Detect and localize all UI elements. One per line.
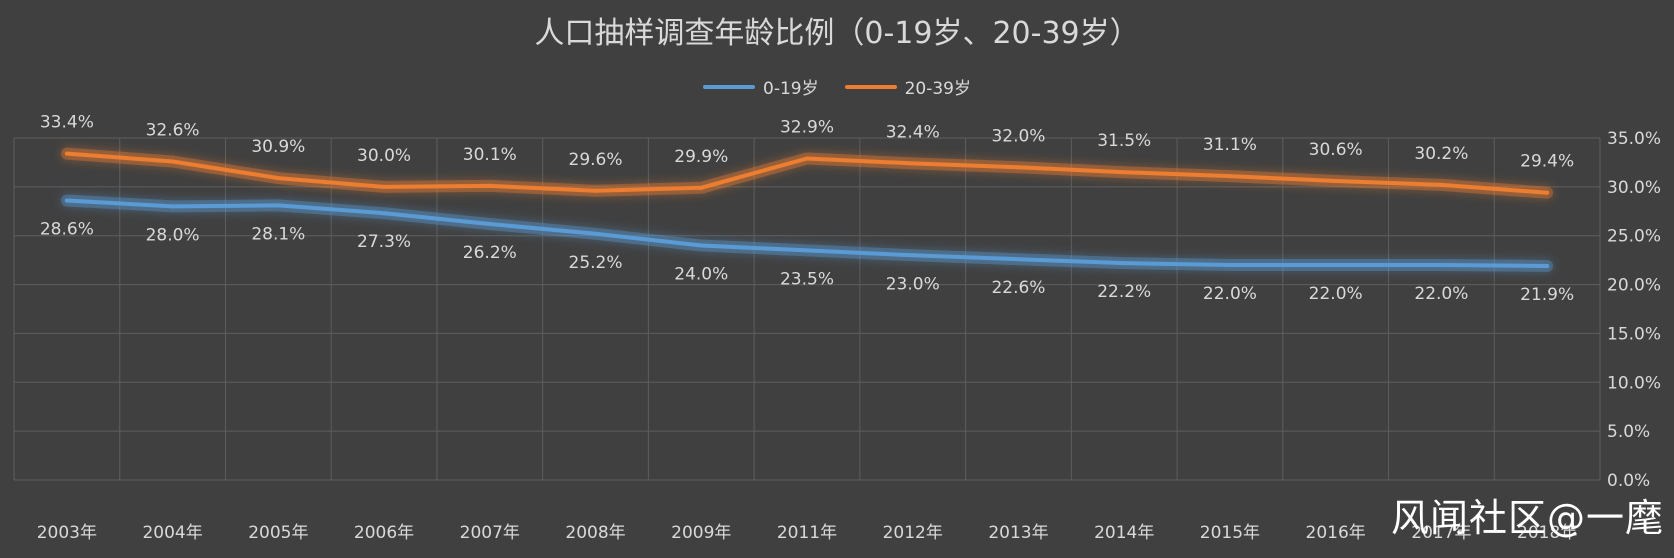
legend-swatch-series-1 bbox=[703, 84, 755, 89]
data-label-series-1: 28.1% bbox=[251, 224, 305, 244]
data-label-series-1: 21.9% bbox=[1520, 285, 1574, 305]
data-label-series-2: 30.6% bbox=[1309, 140, 1363, 160]
data-label-series-1: 25.2% bbox=[569, 253, 623, 273]
data-label-series-2: 29.4% bbox=[1520, 152, 1574, 172]
x-tick-label: 2004年 bbox=[142, 523, 202, 543]
data-label-series-2: 31.5% bbox=[1097, 131, 1151, 151]
legend-label-series-1: 0-19岁 bbox=[763, 79, 819, 99]
data-label-series-2: 30.2% bbox=[1414, 144, 1468, 164]
data-point-series-2 bbox=[593, 188, 598, 193]
x-tick-label: 2018年 bbox=[1517, 523, 1577, 543]
data-point-series-1 bbox=[1439, 263, 1444, 268]
data-point-series-1 bbox=[276, 203, 281, 208]
x-tick-label: 2014年 bbox=[1094, 523, 1154, 543]
data-point-series-2 bbox=[487, 183, 492, 188]
data-point-series-2 bbox=[64, 151, 69, 156]
data-label-series-2: 29.6% bbox=[569, 150, 623, 170]
data-label-series-1: 28.0% bbox=[146, 225, 200, 245]
data-point-series-2 bbox=[1439, 182, 1444, 187]
data-point-series-1 bbox=[382, 211, 387, 216]
data-label-series-1: 22.0% bbox=[1309, 284, 1363, 304]
data-point-series-2 bbox=[382, 184, 387, 189]
data-point-series-1 bbox=[805, 248, 809, 253]
data-label-series-1: 22.6% bbox=[991, 278, 1045, 298]
data-point-series-1 bbox=[64, 198, 69, 203]
data-label-series-2: 30.0% bbox=[357, 146, 411, 166]
x-tick-label: 2015年 bbox=[1200, 523, 1260, 543]
data-point-series-1 bbox=[170, 204, 175, 209]
data-label-series-2: 32.4% bbox=[886, 122, 940, 142]
data-label-series-1: 27.3% bbox=[357, 232, 411, 252]
data-point-series-1 bbox=[699, 243, 704, 248]
data-point-series-1 bbox=[1333, 263, 1338, 268]
y-tick-label: 20.0% bbox=[1607, 276, 1661, 296]
data-label-series-2: 32.0% bbox=[991, 126, 1045, 146]
data-point-series-2 bbox=[1122, 170, 1127, 175]
data-point-series-2 bbox=[276, 176, 281, 181]
data-label-series-1: 24.0% bbox=[674, 264, 728, 284]
legend-swatch-series-2 bbox=[844, 84, 897, 89]
x-tick-label: 2016年 bbox=[1306, 523, 1366, 543]
legend-label-series-2: 20-39岁 bbox=[904, 79, 971, 99]
watermark: 风闻社区@一麾 bbox=[1390, 496, 1664, 540]
chart-title: 人口抽样调查年龄比例（0-19岁、20-39岁） bbox=[534, 16, 1140, 51]
data-point-series-2 bbox=[1333, 178, 1338, 183]
data-point-series-1 bbox=[1122, 261, 1127, 266]
x-tick-label: 2003年 bbox=[37, 523, 97, 543]
data-label-series-2: 32.6% bbox=[146, 120, 200, 140]
x-tick-label: 2012年 bbox=[883, 523, 943, 543]
data-label-series-2: 31.1% bbox=[1203, 135, 1257, 155]
legend-item-series-1: 0-19岁 bbox=[703, 74, 819, 99]
data-point-series-2 bbox=[1227, 174, 1232, 179]
data-label-series-1: 26.2% bbox=[463, 243, 517, 263]
data-label-series-2: 30.1% bbox=[463, 145, 517, 165]
data-point-series-1 bbox=[1227, 263, 1232, 268]
y-tick-label: 25.0% bbox=[1607, 227, 1661, 247]
y-tick-label: 10.0% bbox=[1607, 373, 1661, 393]
data-point-series-2 bbox=[910, 161, 915, 166]
data-label-series-2: 33.4% bbox=[40, 113, 94, 133]
data-label-series-2: 29.9% bbox=[674, 147, 728, 167]
data-point-series-1 bbox=[910, 253, 915, 258]
y-tick-label: 30.0% bbox=[1607, 178, 1661, 198]
x-tick-label: 2006年 bbox=[354, 523, 414, 543]
data-label-series-1: 22.0% bbox=[1414, 284, 1468, 304]
legend: 0-19岁 20-39岁 bbox=[0, 74, 1674, 99]
x-tick-label: 2007年 bbox=[460, 523, 520, 543]
data-label-series-1: 28.6% bbox=[40, 220, 94, 240]
x-tick-label: 2009年 bbox=[671, 523, 731, 543]
data-point-series-1 bbox=[487, 221, 492, 226]
data-label-series-1: 23.5% bbox=[780, 269, 834, 289]
data-point-series-2 bbox=[170, 159, 175, 164]
y-tick-label: 5.0% bbox=[1607, 422, 1650, 442]
data-point-series-1 bbox=[1016, 257, 1021, 262]
x-tick-label: 2005年 bbox=[248, 523, 308, 543]
data-point-series-1 bbox=[593, 231, 598, 236]
data-label-series-1: 22.2% bbox=[1097, 282, 1151, 302]
data-point-series-2 bbox=[1016, 165, 1021, 170]
data-point-series-2 bbox=[1545, 190, 1550, 195]
x-tick-label: 2013年 bbox=[988, 523, 1048, 543]
y-tick-label: 15.0% bbox=[1607, 324, 1661, 344]
x-tick-label: 2011年 bbox=[777, 523, 837, 543]
data-label-series-1: 23.0% bbox=[886, 274, 940, 294]
y-tick-label: 0.0% bbox=[1607, 471, 1650, 491]
x-tick-label: 2017年 bbox=[1411, 523, 1471, 543]
data-label-series-2: 32.9% bbox=[780, 118, 834, 138]
y-tick-label: 35.0% bbox=[1607, 129, 1661, 149]
data-point-series-1 bbox=[1545, 264, 1550, 269]
legend-item-series-2: 20-39岁 bbox=[844, 74, 971, 99]
data-label-series-2: 30.9% bbox=[251, 137, 305, 157]
x-tick-label: 2008年 bbox=[565, 523, 625, 543]
data-point-series-2 bbox=[699, 185, 704, 190]
data-label-series-1: 22.0% bbox=[1203, 284, 1257, 304]
data-point-series-2 bbox=[805, 156, 809, 161]
